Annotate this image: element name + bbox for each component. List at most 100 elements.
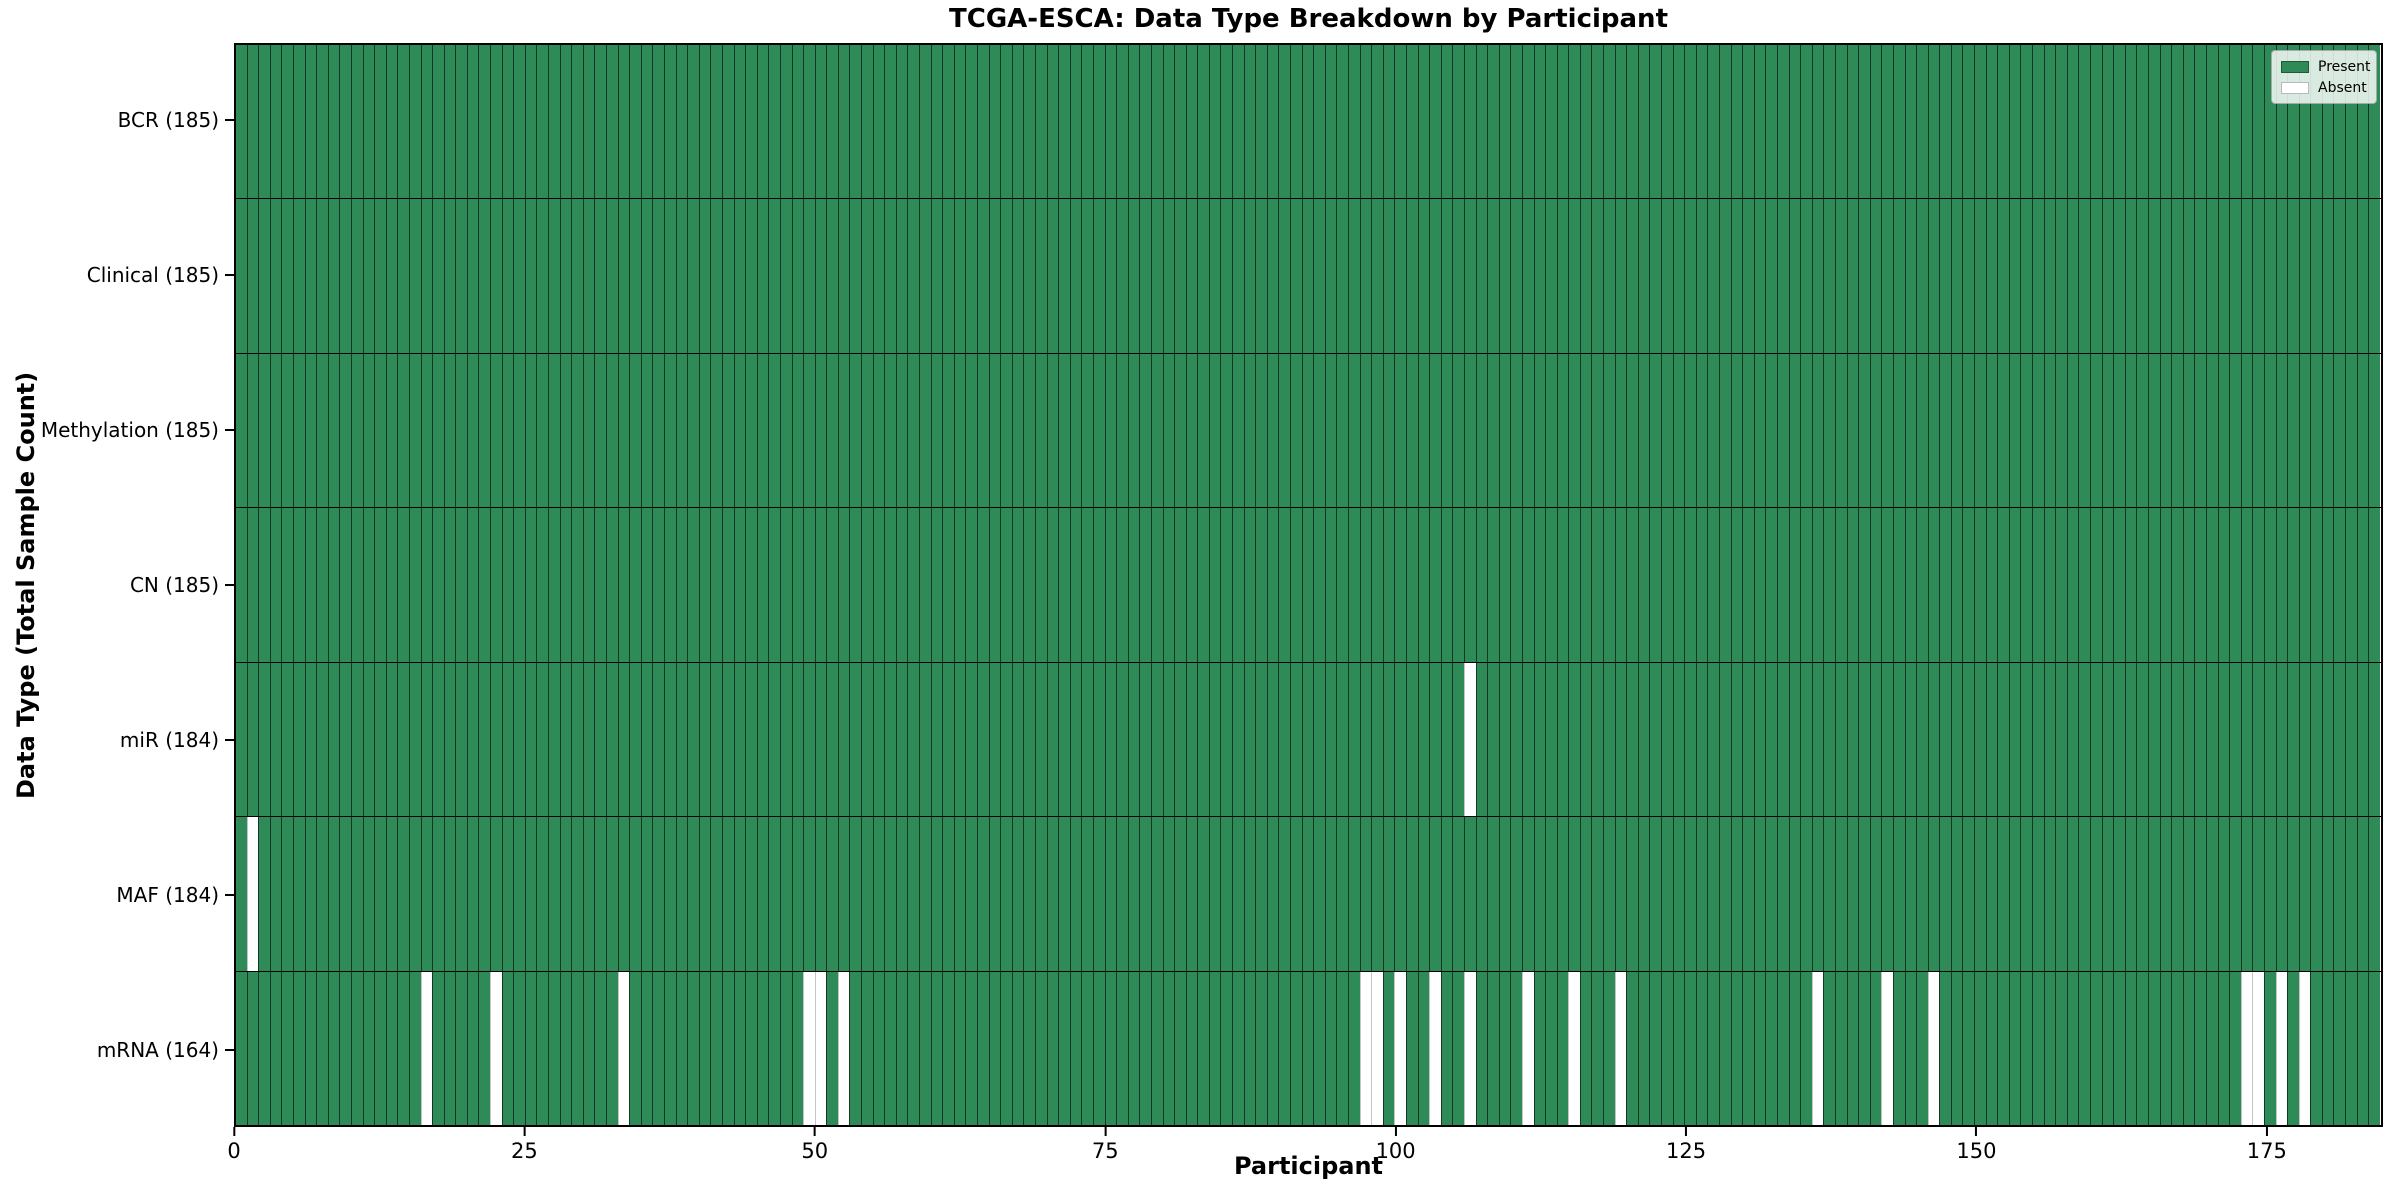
- heatmap-cell: [814, 45, 827, 199]
- heatmap-cell: [1985, 199, 1998, 353]
- heatmap-cell: [791, 817, 804, 971]
- heatmap-cell: [1266, 199, 1279, 353]
- row-label: miR (184): [119, 727, 219, 752]
- heatmap-cell: [1637, 508, 1650, 662]
- heatmap-cell: [1220, 508, 1233, 662]
- heatmap-cell: [1348, 662, 1360, 817]
- tick-mark: [225, 738, 234, 741]
- heatmap-cell: [1232, 353, 1244, 508]
- heatmap-cell: [385, 45, 398, 199]
- heatmap-cell: [513, 45, 525, 199]
- heatmap-cell: [1997, 353, 2009, 508]
- heatmap-cell: [501, 508, 514, 662]
- heatmap-cell: [930, 353, 943, 508]
- heatmap-cell: [1405, 199, 1418, 353]
- tick-mark: [225, 1048, 234, 1051]
- heatmap-cell: [513, 817, 525, 971]
- heatmap-cell: [1417, 508, 1430, 662]
- heatmap-cell: [1510, 817, 1522, 971]
- heatmap-cell: [559, 45, 572, 199]
- heatmap-cell: [2171, 817, 2183, 971]
- heatmap-cell: [2252, 817, 2264, 971]
- heatmap-cell: [1869, 508, 1882, 662]
- y-tick-methylation: Methylation (185): [41, 418, 234, 442]
- heatmap-cell: [953, 199, 966, 353]
- heatmap-cell: [1695, 199, 1708, 353]
- heatmap-cell: [2345, 199, 2357, 353]
- heatmap-cell: [1023, 353, 1035, 508]
- heatmap-cell: [2113, 508, 2125, 662]
- heatmap-cell: [292, 508, 305, 662]
- heatmap-cell: [1208, 662, 1221, 817]
- heatmap-cell: [895, 817, 908, 971]
- heatmap-cell: [652, 199, 664, 353]
- heatmap-cell: [710, 662, 722, 817]
- heatmap-cell: [327, 971, 340, 1125]
- tick-mark: [2265, 1127, 2268, 1136]
- heatmap-cell: [1950, 199, 1963, 353]
- heatmap-cell: [837, 971, 850, 1125]
- heatmap-cell: [1301, 662, 1314, 817]
- heatmap-cell: [1614, 971, 1627, 1125]
- heatmap-cell: [490, 199, 502, 353]
- heatmap-cell: [2171, 199, 2183, 353]
- heatmap-cell: [745, 662, 757, 817]
- heatmap-cell: [1533, 817, 1546, 971]
- heatmap-cell: [1405, 971, 1418, 1125]
- heatmap-cell: [1858, 662, 1870, 817]
- heatmap-cell: [675, 45, 688, 199]
- heatmap-cell: [2310, 199, 2322, 353]
- heatmap-cell: [339, 817, 351, 971]
- heatmap-cell: [1649, 971, 1662, 1125]
- heatmap-cell: [548, 353, 560, 508]
- heatmap-cell: [1858, 508, 1870, 662]
- heatmap-cell: [501, 353, 514, 508]
- heatmap-cell: [2182, 353, 2195, 508]
- heatmap-cell: [2159, 971, 2172, 1125]
- heatmap-cell: [2263, 971, 2276, 1125]
- y-tick-mir: miR (184): [120, 728, 234, 752]
- heatmap-cell: [1719, 353, 1731, 508]
- heatmap-cell: [1753, 817, 1766, 971]
- heatmap-cell: [2159, 817, 2172, 971]
- heatmap-cell: [1730, 353, 1743, 508]
- heatmap-cell: [2090, 971, 2102, 1125]
- heatmap-cell: [2008, 817, 2021, 971]
- heatmap-cell: [466, 353, 479, 508]
- heatmap-cell: [478, 45, 491, 199]
- heatmap-cell: [2136, 817, 2148, 971]
- heatmap-cell: [443, 45, 456, 199]
- heatmap-cell: [2066, 508, 2079, 662]
- heatmap-cell: [1985, 817, 1998, 971]
- heatmap-cell: [1591, 353, 1604, 508]
- heatmap-row-mir: [236, 661, 2381, 817]
- heatmap-cell: [1011, 662, 1024, 817]
- heatmap-cell: [1684, 508, 1696, 662]
- heatmap-cell: [432, 199, 444, 353]
- tick-label: 75: [1091, 1139, 1119, 1163]
- heatmap-cell: [1116, 199, 1128, 353]
- heatmap-cell: [721, 662, 734, 817]
- heatmap-cell: [1997, 662, 2009, 817]
- heatmap-cell: [2171, 971, 2183, 1125]
- heatmap-cell: [258, 508, 270, 662]
- heatmap-cell: [1197, 817, 1209, 971]
- heatmap-cell: [1278, 199, 1291, 353]
- heatmap-cell: [1672, 817, 1685, 971]
- heatmap-cell: [2043, 971, 2056, 1125]
- heatmap-cell: [2229, 353, 2241, 508]
- y-axis: BCR (185) Clinical (185) Methylation (185)…: [0, 43, 234, 1127]
- heatmap-cell: [2078, 199, 2090, 353]
- heatmap-cell: [1788, 353, 1801, 508]
- heatmap-cell: [861, 199, 873, 353]
- heatmap-cell: [374, 353, 386, 508]
- heatmap-cell: [1997, 508, 2009, 662]
- heatmap-cell: [582, 508, 595, 662]
- heatmap-cell: [2275, 971, 2288, 1125]
- heatmap-cell: [2229, 662, 2241, 817]
- heatmap-cell: [582, 45, 595, 199]
- heatmap-cell: [1521, 662, 1534, 817]
- heatmap-cell: [1962, 199, 1975, 353]
- heatmap-cell: [872, 817, 885, 971]
- heatmap-cell: [1081, 45, 1093, 199]
